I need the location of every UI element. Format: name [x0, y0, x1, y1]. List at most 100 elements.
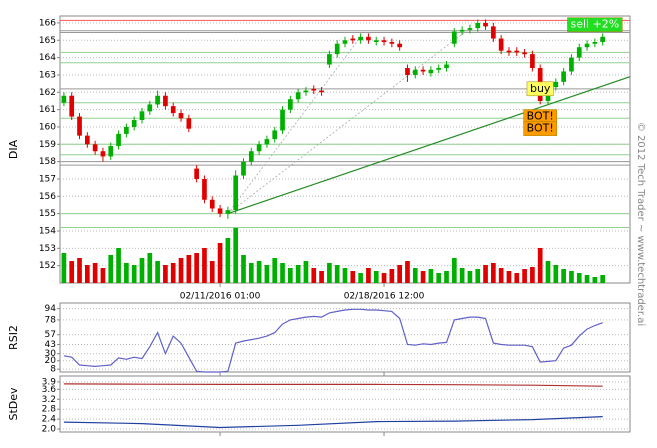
volume-bar: [576, 273, 582, 283]
volume-bar: [256, 261, 262, 283]
y-tick-label: 164: [39, 53, 56, 63]
candle-body: [116, 133, 121, 147]
candle-body: [170, 106, 176, 114]
volume-bar: [592, 277, 598, 283]
candle-body: [241, 161, 246, 176]
panel-frame: [59, 375, 631, 433]
candle-body: [467, 28, 473, 30]
candle-body: [202, 178, 207, 200]
volume-bar: [77, 258, 82, 283]
volume-bar: [116, 248, 121, 283]
candle-body: [342, 40, 348, 44]
candle-body: [576, 47, 582, 58]
candle-body: [514, 50, 520, 53]
y-tick-label: 155: [39, 209, 56, 219]
candle-body: [498, 38, 504, 51]
candle-body: [147, 104, 153, 112]
candle-body: [186, 118, 192, 129]
candle-body: [225, 210, 231, 214]
candle-body: [436, 68, 442, 70]
candle-body: [530, 54, 535, 69]
candle-body: [381, 40, 387, 43]
volume-bar: [303, 261, 309, 283]
candle-body: [420, 69, 426, 72]
y-tick-label: 3.6: [42, 385, 57, 395]
volume-bar: [530, 267, 535, 283]
candle-body: [77, 116, 82, 136]
y-tick-label: 162: [39, 88, 56, 98]
volume-bar: [319, 271, 324, 283]
volume-bar: [584, 275, 590, 283]
volume-bar: [428, 269, 434, 283]
volume-bar: [358, 273, 363, 283]
candle-body: [319, 90, 324, 93]
volume-bar: [491, 263, 496, 283]
volume-bar: [147, 253, 153, 283]
candle-body: [389, 42, 395, 44]
candle-body: [600, 36, 606, 43]
candle-body: [584, 43, 590, 48]
volume-bar: [569, 271, 574, 283]
y-tick-label: 165: [39, 36, 56, 46]
y-tick-label: 78: [45, 315, 57, 325]
y-tick-label: 30: [45, 349, 57, 359]
y-tick-label: 2.8: [42, 405, 57, 415]
volume-bar: [366, 268, 371, 283]
series-line: [63, 308, 603, 373]
y-tick-label: 160: [39, 122, 56, 132]
volume-bar: [241, 255, 246, 283]
y-axis-label: RSI2: [7, 325, 20, 350]
volume-bar: [545, 261, 551, 283]
volume-bar: [295, 265, 301, 283]
volume-bar: [217, 243, 223, 283]
volume-bar: [108, 255, 114, 283]
volume-bar: [561, 269, 566, 283]
volume-bar: [342, 268, 348, 283]
volume-bar: [264, 265, 270, 283]
volume-bar: [451, 258, 457, 283]
y-tick-label: 157: [39, 174, 56, 184]
y-tick-label: 8: [50, 365, 56, 375]
volume-bar: [311, 268, 317, 283]
annotation-label: buy: [530, 82, 551, 95]
candle-body: [288, 99, 293, 110]
candle-body: [350, 38, 356, 41]
y-tick-label: 3.2: [42, 395, 56, 405]
volume-bar: [209, 261, 215, 283]
candle-body: [295, 92, 301, 100]
volume-bar: [194, 253, 199, 283]
candle-body: [327, 54, 332, 65]
volume-bar: [405, 261, 410, 283]
y-tick-label: 154: [39, 226, 56, 236]
candle-body: [358, 36, 363, 41]
volume-bar: [420, 271, 426, 283]
candle-body: [592, 42, 598, 44]
volume-bar: [412, 268, 418, 283]
y-tick-label: 2.4: [42, 415, 57, 425]
volume-bar: [537, 248, 543, 283]
candle-body: [397, 43, 402, 48]
candle-body: [444, 64, 449, 69]
volume-bar: [280, 263, 285, 283]
volume-bar: [467, 271, 473, 283]
volume-bar: [350, 271, 356, 283]
annotation-label: BOT!: [527, 122, 554, 135]
x-tick-label: 02/11/2016 01:00: [180, 292, 261, 302]
candle-body: [373, 40, 379, 43]
candle-body: [405, 68, 410, 75]
volume-bar: [514, 273, 520, 283]
y-tick-label: 94: [45, 304, 57, 314]
y-tick-label: 161: [39, 105, 56, 115]
candle-body: [264, 139, 270, 145]
y-axis-label: StDev: [7, 387, 20, 421]
volume-bar: [163, 265, 168, 283]
volume-bar: [334, 265, 340, 283]
candle-body: [451, 31, 457, 44]
y-tick-label: 43: [45, 340, 56, 350]
candle-body: [256, 144, 262, 152]
volume-bar: [84, 265, 90, 283]
volume-bar: [233, 228, 239, 283]
annotation-box: [567, 17, 623, 32]
volume-bar: [522, 269, 527, 283]
